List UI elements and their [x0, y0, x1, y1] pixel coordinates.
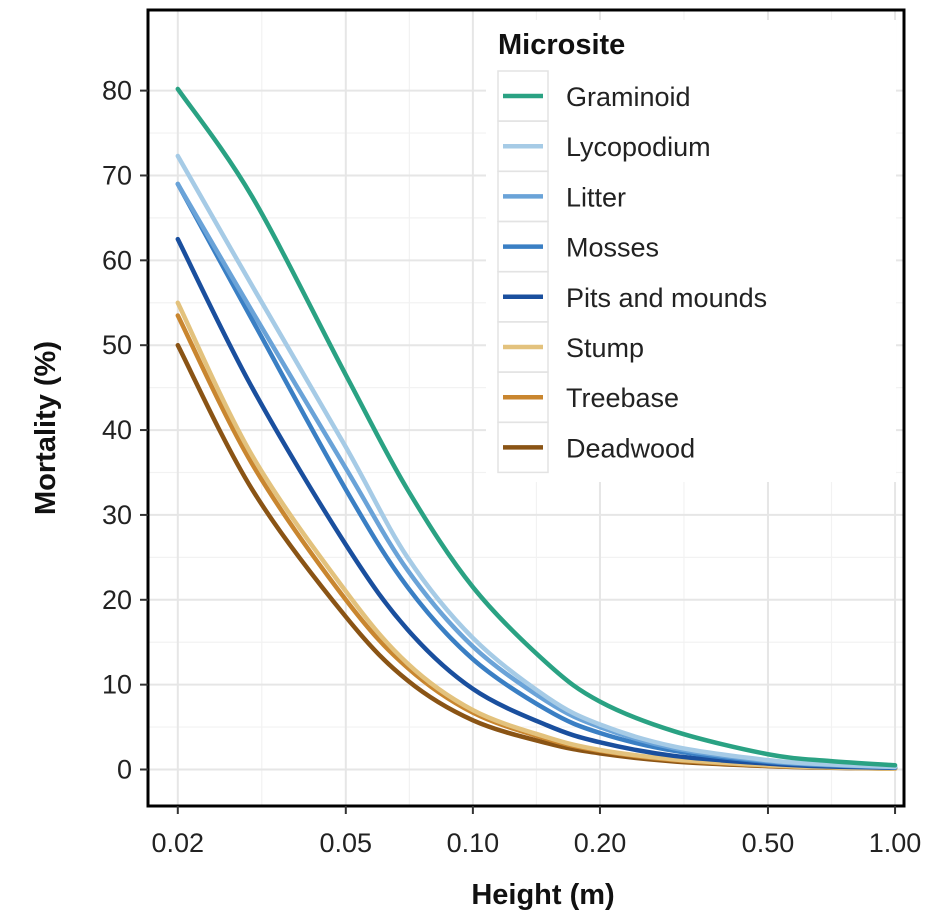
y-tick-label: 20	[102, 585, 132, 615]
legend-label: Treebase	[566, 383, 679, 413]
legend-label: Mosses	[566, 233, 659, 263]
legend-item-graminoid: Graminoid	[497, 70, 691, 122]
x-tick-label: 0.05	[320, 828, 373, 858]
legend-item-stump: Stump	[497, 321, 644, 373]
legend-background	[486, 20, 896, 482]
legend-item-treebase: Treebase	[497, 371, 679, 423]
y-tick-label: 60	[102, 245, 132, 275]
legend-label: Pits and mounds	[566, 283, 767, 313]
x-axis: 0.02 0.05 0.10 0.20 0.50 1.00	[152, 806, 922, 858]
y-tick-label: 70	[102, 160, 132, 190]
legend-item-mosses: Mosses	[497, 220, 659, 273]
series-line-graminoid	[175, 86, 898, 768]
legend-label: Graminoid	[566, 82, 691, 112]
legend-title: Microsite	[498, 29, 625, 61]
y-tick-label: 30	[102, 500, 132, 530]
y-axis-title: Mortality (%)	[30, 341, 62, 515]
y-axis: 0 10 20 30 40 50 60 70 80	[102, 76, 148, 785]
series-line-lycopodium	[175, 153, 898, 770]
legend-items: Graminoid Lycopodium Litter Mosses Pits and …	[497, 70, 767, 474]
plot-panel-border	[146, 8, 906, 808]
legend-label: Deadwood	[566, 433, 695, 463]
legend-item-lycopodium: Lycopodium	[497, 120, 711, 172]
legend-item-deadwood: Deadwood	[497, 421, 695, 474]
y-tick-label: 40	[102, 415, 132, 445]
x-axis-title: Height (m)	[471, 879, 614, 911]
legend: Microsite Graminoid Lycopodium Litter Mosse…	[486, 20, 896, 482]
legend-item-litter: Litter	[497, 170, 626, 223]
y-tick-label: 80	[102, 76, 132, 106]
legend-label: Litter	[566, 182, 626, 212]
x-tick-label: 0.50	[742, 828, 795, 858]
x-tick-label: 0.10	[447, 828, 500, 858]
y-tick-label: 0	[117, 755, 132, 785]
series-lines	[175, 86, 898, 771]
x-tick-label: 0.20	[574, 828, 627, 858]
y-tick-label: 10	[102, 670, 132, 700]
legend-item-pits-and-mounds: Pits and mounds	[497, 271, 767, 323]
legend-label: Lycopodium	[566, 132, 711, 162]
legend-label: Stump	[566, 333, 644, 363]
y-tick-label: 50	[102, 330, 132, 360]
x-tick-label: 1.00	[869, 828, 922, 858]
x-tick-label: 0.02	[152, 828, 205, 858]
